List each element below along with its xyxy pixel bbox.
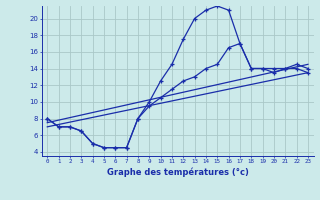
X-axis label: Graphe des températures (°c): Graphe des températures (°c) (107, 167, 249, 177)
